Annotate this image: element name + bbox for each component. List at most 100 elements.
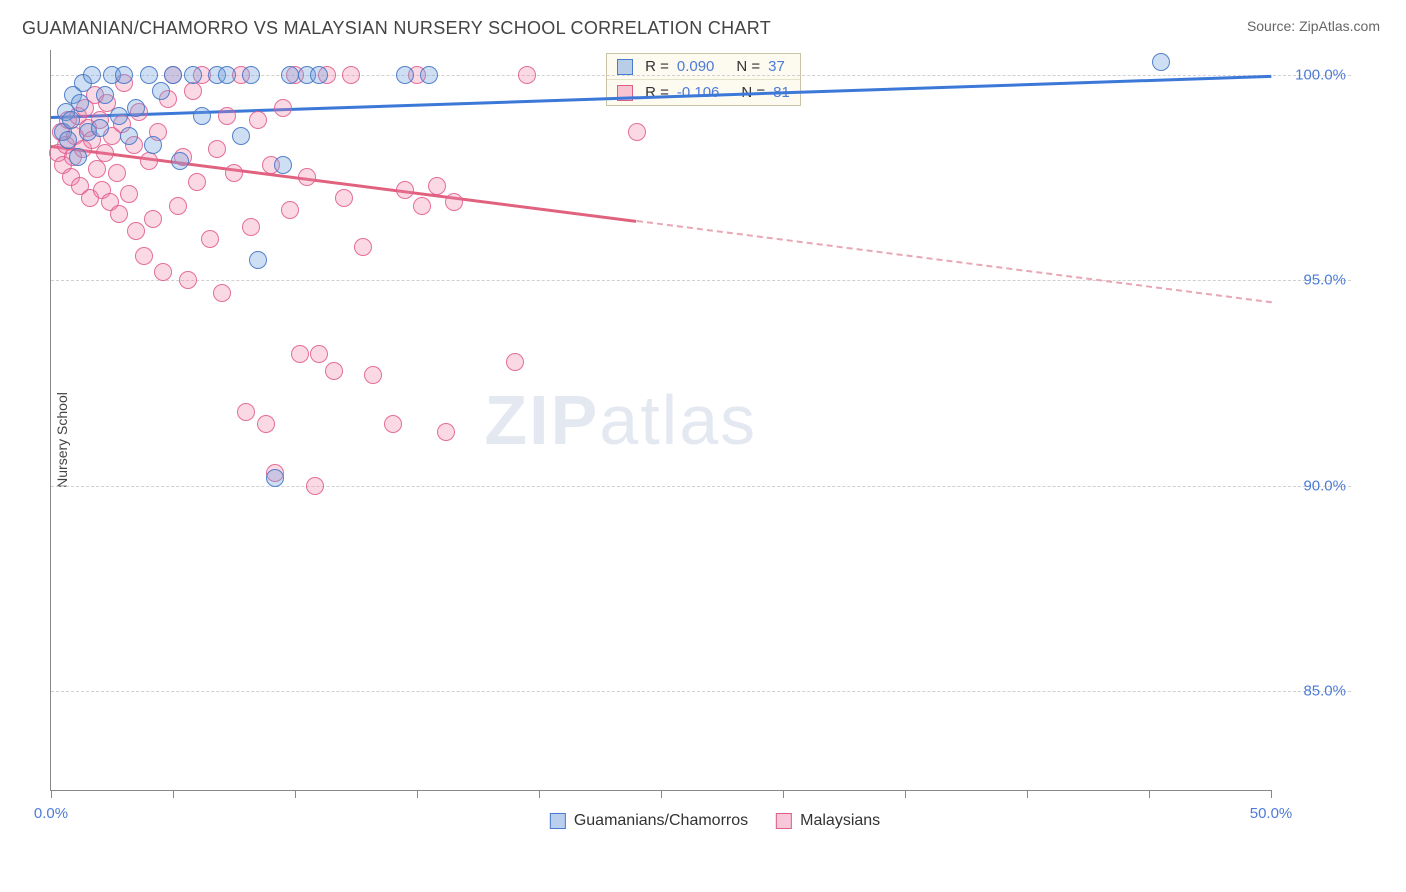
stat-r-value: 0.090: [677, 58, 715, 75]
data-point: [281, 66, 299, 84]
data-point: [396, 66, 414, 84]
trendline: [636, 220, 1271, 303]
data-point: [140, 152, 158, 170]
data-point: [96, 86, 114, 104]
data-point: [413, 197, 431, 215]
data-point: [171, 152, 189, 170]
plot-area: ZIPatlas R = 0.090 N = 37R = -0.106 N = …: [50, 50, 1271, 791]
data-point: [127, 99, 145, 117]
data-point: [242, 218, 260, 236]
data-point: [193, 107, 211, 125]
data-point: [237, 403, 255, 421]
x-tick: [539, 790, 540, 798]
data-point: [445, 193, 463, 211]
data-point: [83, 66, 101, 84]
x-tick: [417, 790, 418, 798]
x-tick: [173, 790, 174, 798]
data-point: [310, 345, 328, 363]
x-tick: [905, 790, 906, 798]
data-point: [257, 415, 275, 433]
data-point: [354, 238, 372, 256]
data-point: [69, 148, 87, 166]
data-point: [298, 168, 316, 186]
data-point: [628, 123, 646, 141]
gridline: [51, 691, 1351, 692]
x-tick: [1271, 790, 1272, 798]
data-point: [96, 144, 114, 162]
stat-n-value: 37: [768, 58, 785, 75]
trendline: [51, 145, 637, 222]
data-point: [420, 66, 438, 84]
source-name: ZipAtlas.com: [1299, 18, 1380, 34]
y-tick-label: 85.0%: [1303, 683, 1346, 700]
y-tick-label: 100.0%: [1295, 66, 1346, 83]
data-point: [342, 66, 360, 84]
chart-container: Nursery School ZIPatlas R = 0.090 N = 37…: [50, 50, 1380, 830]
legend-swatch-blue: [550, 813, 566, 829]
data-point: [218, 66, 236, 84]
data-point: [127, 222, 145, 240]
legend-label: Malaysians: [800, 812, 880, 830]
x-tick: [1027, 790, 1028, 798]
data-point: [225, 164, 243, 182]
data-point: [384, 415, 402, 433]
stat-r-value: -0.106: [677, 84, 720, 101]
stat-r-label: R =: [645, 84, 669, 101]
data-point: [88, 160, 106, 178]
data-point: [152, 82, 170, 100]
data-point: [188, 173, 206, 191]
data-point: [135, 247, 153, 265]
data-point: [218, 107, 236, 125]
data-point: [108, 164, 126, 182]
watermark-rest: atlas: [599, 381, 757, 459]
x-tick: [783, 790, 784, 798]
legend-swatch-pink: [776, 813, 792, 829]
data-point: [281, 201, 299, 219]
data-point: [201, 230, 219, 248]
data-point: [91, 119, 109, 137]
data-point: [396, 181, 414, 199]
data-point: [232, 127, 250, 145]
data-point: [428, 177, 446, 195]
watermark-bold: ZIP: [484, 381, 599, 459]
data-point: [249, 111, 267, 129]
source-prefix: Source:: [1247, 18, 1299, 34]
data-point: [120, 127, 138, 145]
x-tick-label: 50.0%: [1250, 805, 1293, 822]
watermark: ZIPatlas: [484, 380, 757, 460]
data-point: [335, 189, 353, 207]
data-point: [62, 111, 80, 129]
data-point: [144, 136, 162, 154]
x-tick: [1149, 790, 1150, 798]
gridline: [51, 486, 1351, 487]
data-point: [115, 66, 133, 84]
bottom-legend: Guamanians/Chamorros Malaysians: [550, 812, 880, 830]
gridline: [51, 280, 1351, 281]
data-point: [291, 345, 309, 363]
data-point: [59, 131, 77, 149]
data-point: [120, 185, 138, 203]
data-point: [437, 423, 455, 441]
legend-item-malaysians: Malaysians: [776, 812, 880, 830]
x-tick: [661, 790, 662, 798]
y-tick-label: 95.0%: [1303, 272, 1346, 289]
data-point: [364, 366, 382, 384]
data-point: [169, 197, 187, 215]
data-point: [266, 469, 284, 487]
data-point: [310, 66, 328, 84]
data-point: [242, 66, 260, 84]
stat-r-label: R =: [645, 58, 669, 75]
data-point: [506, 353, 524, 371]
data-point: [306, 477, 324, 495]
data-point: [325, 362, 343, 380]
data-point: [1152, 53, 1170, 71]
data-point: [179, 271, 197, 289]
data-point: [274, 99, 292, 117]
stats-swatch: [617, 59, 633, 75]
legend-item-guamanians: Guamanians/Chamorros: [550, 812, 748, 830]
chart-title: GUAMANIAN/CHAMORRO VS MALAYSIAN NURSERY …: [22, 18, 771, 39]
x-tick-label: 0.0%: [34, 805, 68, 822]
data-point: [518, 66, 536, 84]
stat-n-label: N =: [736, 58, 760, 75]
data-point: [213, 284, 231, 302]
